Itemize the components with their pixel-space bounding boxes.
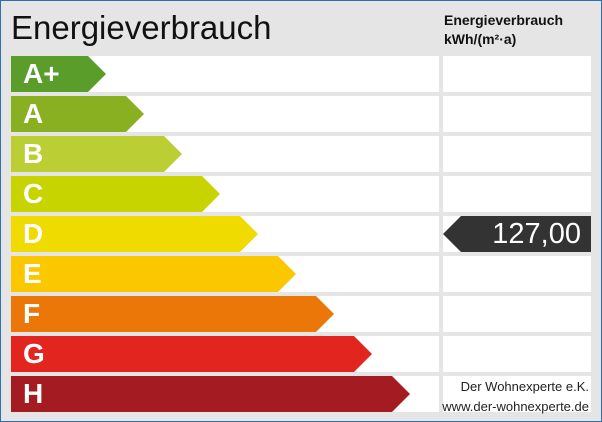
class-label: B (23, 138, 44, 169)
class-value-cell (443, 96, 591, 132)
column-header: Energieverbrauch kWh/(m²·a) (444, 11, 563, 49)
class-row-f: F (11, 296, 591, 332)
class-label: C (23, 178, 44, 209)
value-text: 127,00 (492, 218, 581, 250)
class-arrow: E (11, 256, 296, 292)
class-row-h: H (11, 376, 591, 412)
class-arrow: B (11, 136, 182, 172)
value-pointer-shape (443, 216, 591, 252)
class-row-g: G (11, 336, 591, 372)
class-row-e: E (11, 256, 591, 292)
footer-company: Der Wohnexperte e.K. (460, 379, 589, 394)
class-row-b: B (11, 136, 591, 172)
class-row-c: C (11, 176, 591, 212)
class-arrow-shape (11, 56, 106, 92)
class-label: A (23, 98, 44, 129)
class-value-cell (443, 256, 591, 292)
class-arrow-shape (11, 176, 220, 212)
class-label: E (23, 258, 42, 289)
column-header-unit: kWh/(m²·a) (444, 31, 517, 47)
class-value-cell (443, 376, 591, 412)
column-header-title: Energieverbrauch (444, 12, 564, 28)
class-arrow-shape (11, 136, 182, 172)
class-arrow-shape (11, 256, 296, 292)
class-label: D (23, 218, 44, 249)
class-arrow: A+ (11, 56, 106, 92)
class-value-cell (443, 136, 591, 172)
class-label: G (23, 338, 45, 369)
class-value-cell (443, 336, 591, 372)
class-arrow-shape (11, 96, 144, 132)
class-row-a-plus: A+ (11, 56, 591, 92)
class-arrow-shape (11, 216, 258, 252)
class-arrow: A (11, 96, 144, 132)
footer-website: www.der-wohnexperte.de (442, 399, 589, 414)
class-arrow-shape (11, 296, 334, 332)
value-indicator: 127,00 (443, 216, 591, 252)
class-value-cell (443, 56, 591, 92)
class-value-cell (443, 296, 591, 332)
class-arrow: F (11, 296, 334, 332)
class-arrow: G (11, 336, 372, 372)
class-arrow: C (11, 176, 220, 212)
class-arrow-shape (11, 336, 372, 372)
class-arrow-shape (11, 376, 410, 412)
class-value-cell (443, 176, 591, 212)
class-label: A+ (23, 58, 60, 89)
class-label: F (23, 298, 41, 329)
class-label: H (23, 378, 44, 409)
class-arrow: H (11, 376, 410, 412)
class-arrow: D (11, 216, 258, 252)
class-row-a: A (11, 96, 591, 132)
label-title: Energieverbrauch (11, 9, 272, 46)
